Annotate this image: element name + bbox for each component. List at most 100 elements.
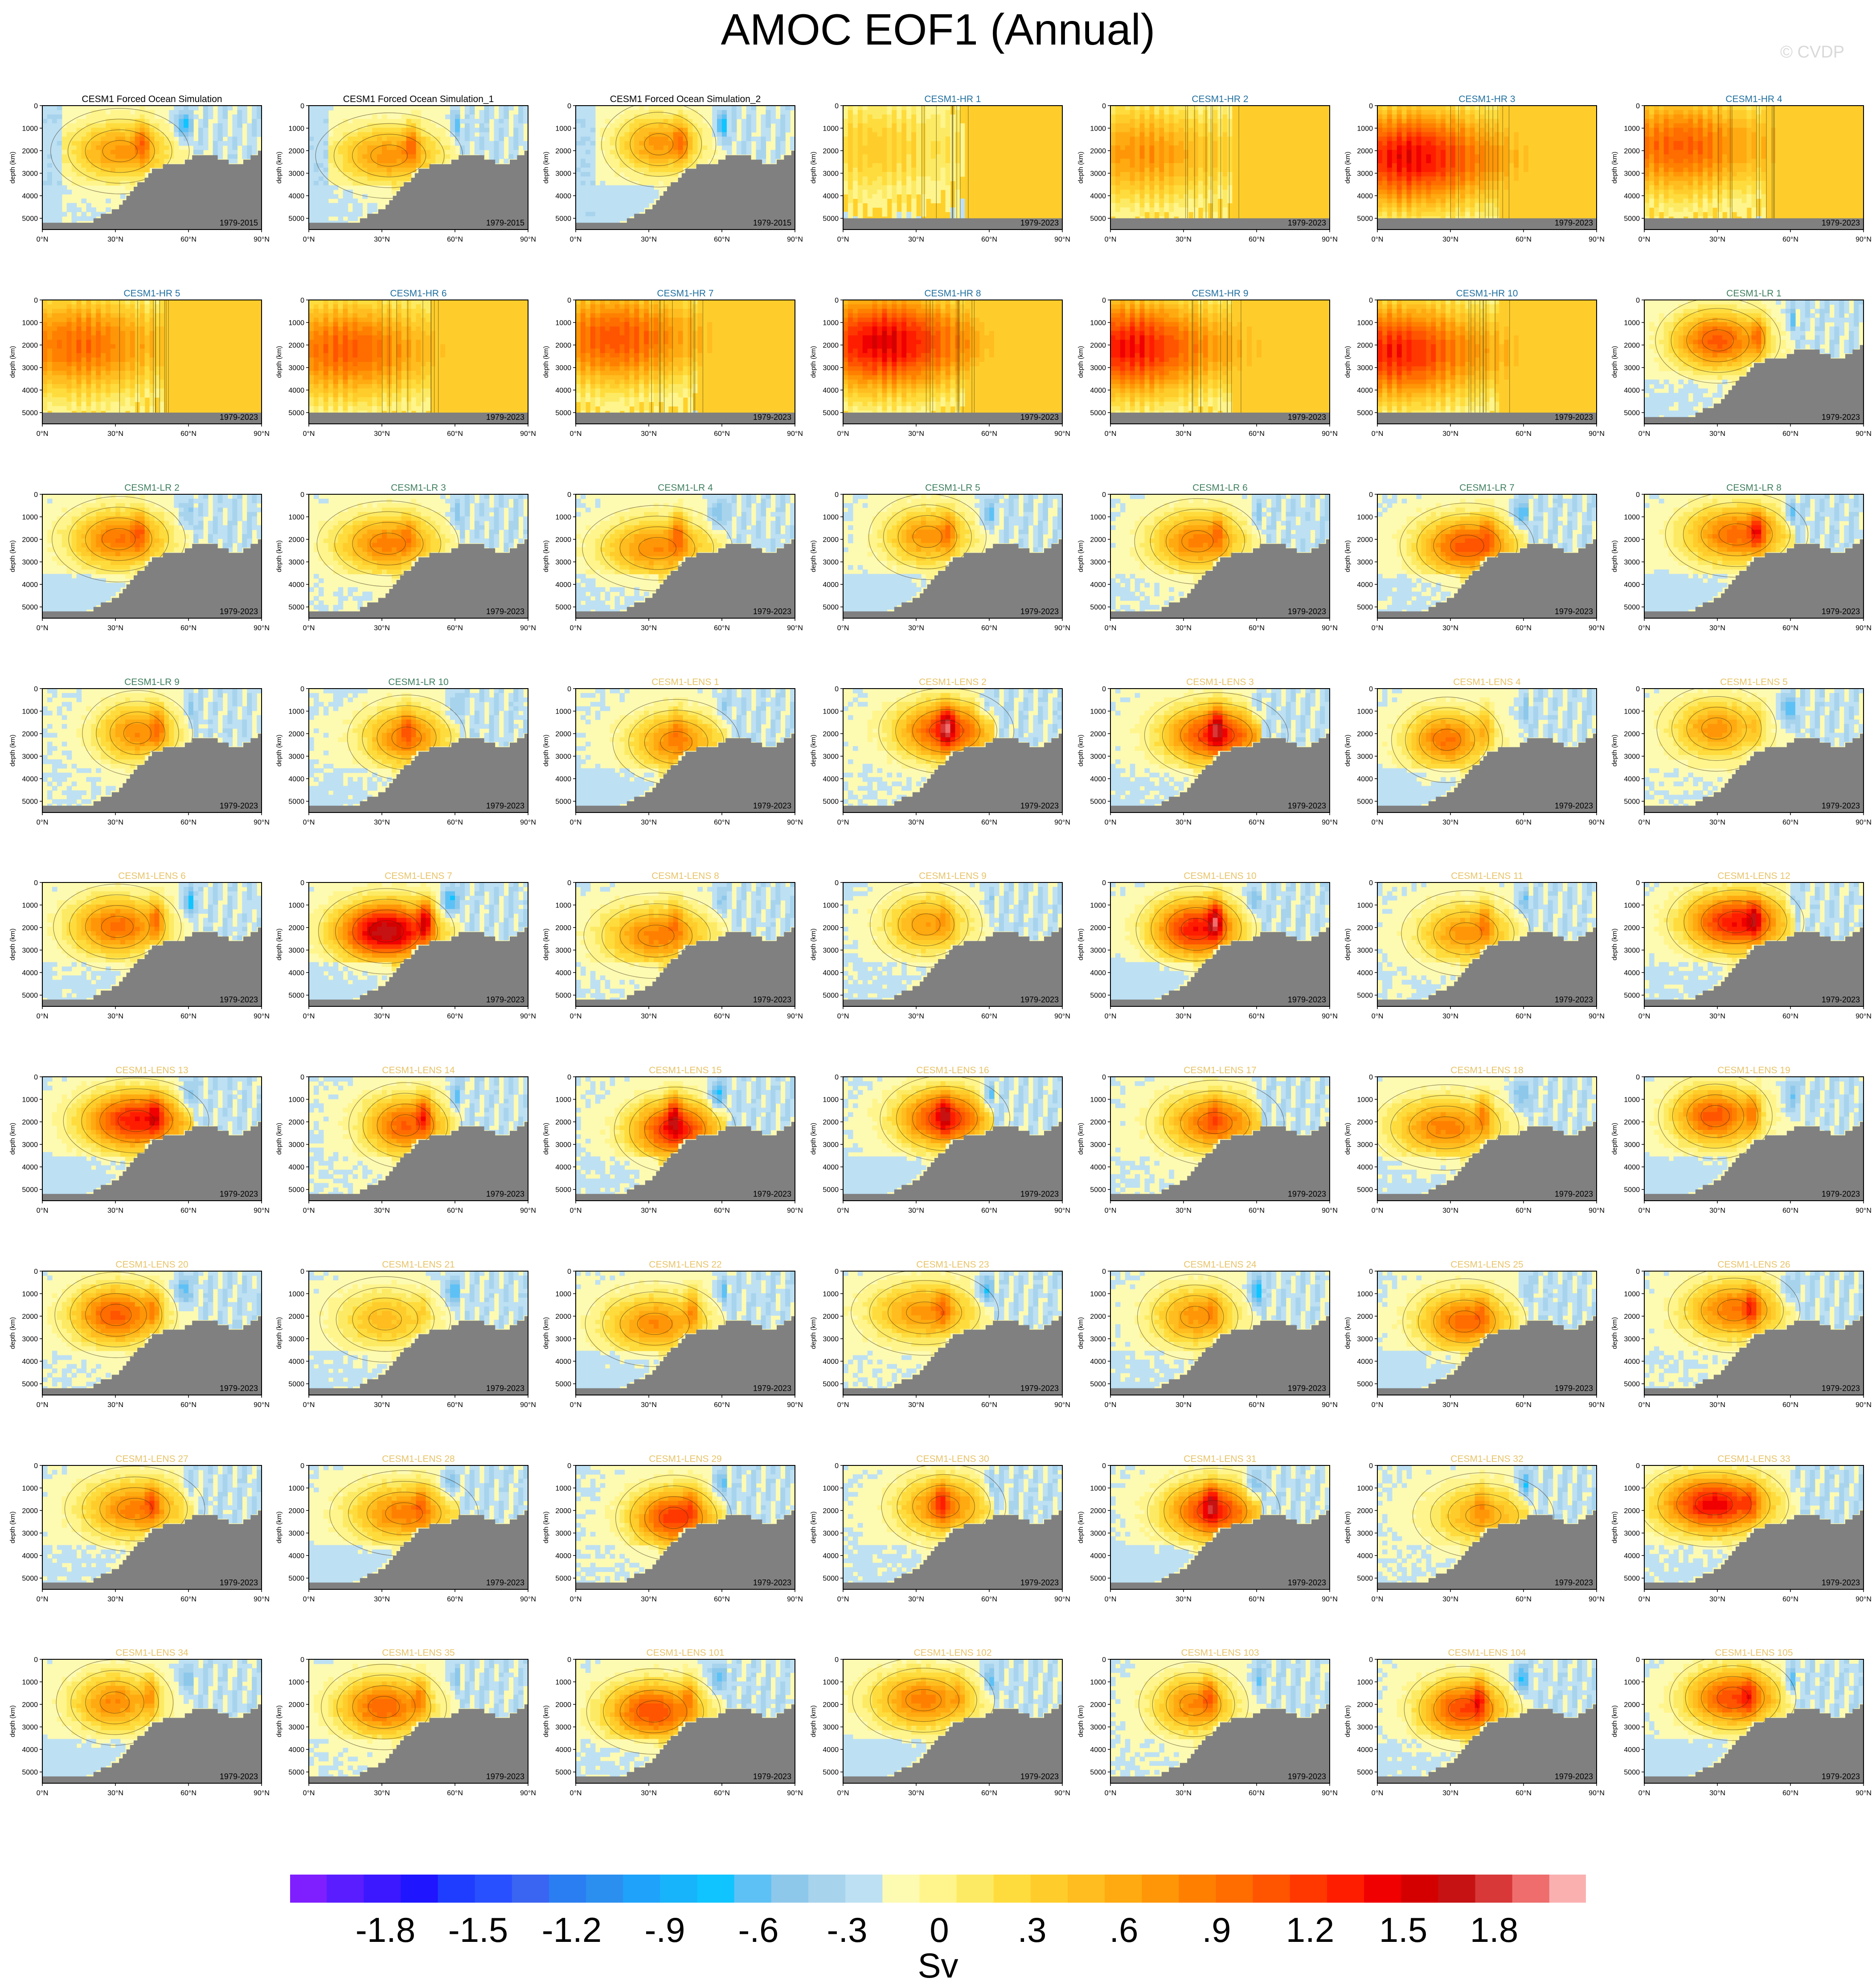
y-tick-label: 3000 <box>1090 559 1106 566</box>
panel-title: CESM1-LR 1 <box>1726 288 1782 299</box>
eof-field <box>1110 1659 1330 1783</box>
x-tick-label: 90°N <box>1589 236 1605 243</box>
y-tick-label: 4000 <box>823 776 839 783</box>
y-tick-label: 4000 <box>1090 387 1106 394</box>
y-tick-label: 5000 <box>22 1186 38 1194</box>
y-tick-label: 1000 <box>1357 125 1373 133</box>
x-tick-label: 90°N <box>1589 430 1605 438</box>
y-tick-label: 3000 <box>823 170 839 178</box>
y-tick-label: 0 <box>1102 1462 1106 1470</box>
x-tick-label: 60°N <box>1249 1013 1265 1020</box>
eof-field <box>1110 300 1330 424</box>
x-tick-label: 90°N <box>1589 1207 1605 1215</box>
colorbar-box <box>1105 1874 1142 1903</box>
y-tick-label: 5000 <box>1090 1381 1106 1388</box>
y-tick-label: 1000 <box>555 708 571 716</box>
y-tick-label: 5000 <box>22 1769 38 1777</box>
y-tick-label: 1000 <box>1090 708 1106 716</box>
x-tick-label: 30°N <box>908 1596 924 1603</box>
x-tick-label: 0°N <box>1372 819 1384 826</box>
panel-title: CESM1-HR 1 <box>924 94 981 104</box>
panel-period: 1979-2023 <box>1555 413 1593 422</box>
y-tick-label: 2000 <box>1357 730 1373 738</box>
colorbar-tick-label: 0 <box>895 1910 984 1950</box>
y-axis-label: depth (km) <box>1077 1511 1085 1543</box>
panel-title: CESM1-LR 9 <box>124 677 180 687</box>
y-tick-label: 4000 <box>555 1164 571 1171</box>
x-tick-label: 30°N <box>908 236 924 243</box>
panel-period: 1979-2023 <box>1020 1772 1059 1781</box>
y-tick-label: 5000 <box>288 410 304 417</box>
x-tick-label: 90°N <box>787 1207 803 1215</box>
colorbar-box <box>845 1874 883 1903</box>
y-tick-label: 2000 <box>1357 342 1373 349</box>
colorbar-tick-label: 1.8 <box>1450 1910 1539 1950</box>
y-tick-label: 5000 <box>555 410 571 417</box>
x-tick-label: 60°N <box>1249 430 1265 438</box>
y-tick-label: 0 <box>1369 1268 1373 1276</box>
x-tick-label: 60°N <box>1249 624 1265 632</box>
panel-title: CESM1-LENS 20 <box>115 1260 188 1270</box>
y-tick-label: 4000 <box>1090 1358 1106 1366</box>
x-tick-label: 0°N <box>303 236 315 243</box>
x-tick-label: 60°N <box>447 1013 463 1020</box>
eof-field <box>309 494 528 618</box>
panel-title: CESM1-HR 10 <box>1456 288 1518 299</box>
y-tick-label: 2000 <box>823 1313 839 1321</box>
x-tick-label: 30°N <box>908 1013 924 1020</box>
y-tick-label: 2000 <box>1357 1119 1373 1126</box>
x-tick-label: 0°N <box>37 1596 49 1603</box>
y-tick-label: 4000 <box>555 1746 571 1754</box>
amoc-panel: CESM1-LENS 141979-2023010002000300040005… <box>275 1065 536 1215</box>
x-tick-label: 90°N <box>254 430 270 438</box>
x-tick-label: 90°N <box>1322 624 1338 632</box>
eof-field <box>1110 1465 1330 1589</box>
amoc-panel: CESM1-LR 11979-2023010002000300040005000… <box>1611 288 1872 438</box>
y-tick-label: 1000 <box>1624 708 1640 716</box>
y-tick-label: 4000 <box>288 969 304 977</box>
y-tick-label: 5000 <box>823 1575 839 1583</box>
panel-title: CESM1-LENS 6 <box>118 871 186 881</box>
x-tick-label: 60°N <box>180 430 197 438</box>
y-axis-label: depth (km) <box>1611 540 1618 572</box>
panel-title: CESM1-LENS 4 <box>1453 677 1521 687</box>
y-tick-label: 1000 <box>22 1485 38 1493</box>
y-tick-label: 4000 <box>1090 776 1106 783</box>
y-tick-label: 0 <box>835 1074 839 1081</box>
panel-title: CESM1-LR 5 <box>925 483 980 493</box>
y-tick-label: 4000 <box>1090 1746 1106 1754</box>
x-tick-label: 60°N <box>180 1789 197 1797</box>
eof-field <box>1644 1268 1864 1395</box>
eof-field <box>1110 494 1330 618</box>
y-axis-label: depth (km) <box>275 346 283 378</box>
y-tick-label: 0 <box>1636 1462 1640 1470</box>
y-tick-label: 4000 <box>1357 776 1373 783</box>
amoc-panel: CESM1-LENS 201979-2023010002000300040005… <box>9 1260 270 1409</box>
x-tick-label: 30°N <box>1176 1401 1192 1409</box>
panel-title: CESM1-LENS 24 <box>1184 1260 1257 1270</box>
x-tick-label: 90°N <box>787 430 803 438</box>
x-tick-label: 30°N <box>908 1401 924 1409</box>
y-tick-label: 2000 <box>1090 148 1106 155</box>
x-tick-label: 90°N <box>1856 1596 1872 1603</box>
amoc-panel: CESM1-HR 81979-2023010002000300040005000… <box>810 288 1070 438</box>
y-axis-label: depth (km) <box>1611 928 1618 960</box>
y-tick-label: 2000 <box>1090 1507 1106 1515</box>
x-tick-label: 30°N <box>1442 1207 1458 1215</box>
x-tick-label: 0°N <box>837 1207 849 1215</box>
x-tick-label: 90°N <box>254 819 270 826</box>
eof-field <box>1377 494 1597 618</box>
y-tick-label: 2000 <box>555 1313 571 1321</box>
panel-title: CESM1-LENS 16 <box>916 1065 989 1075</box>
amoc-panel: CESM1-LENS 331979-2023010002000300040005… <box>1611 1454 1872 1603</box>
panel-period: 1979-2023 <box>753 1190 791 1198</box>
y-tick-label: 3000 <box>823 1530 839 1538</box>
colorbar-box <box>882 1874 920 1903</box>
y-axis-label: depth (km) <box>810 1511 817 1543</box>
y-tick-label: 0 <box>34 1462 38 1470</box>
panel-period: 1979-2023 <box>1020 801 1059 810</box>
x-tick-label: 90°N <box>1322 1207 1338 1215</box>
y-tick-label: 3000 <box>555 1141 571 1149</box>
amoc-panel: CESM1-LENS 181979-2023010002000300040005… <box>1344 1065 1605 1215</box>
x-tick-label: 0°N <box>37 1013 49 1020</box>
